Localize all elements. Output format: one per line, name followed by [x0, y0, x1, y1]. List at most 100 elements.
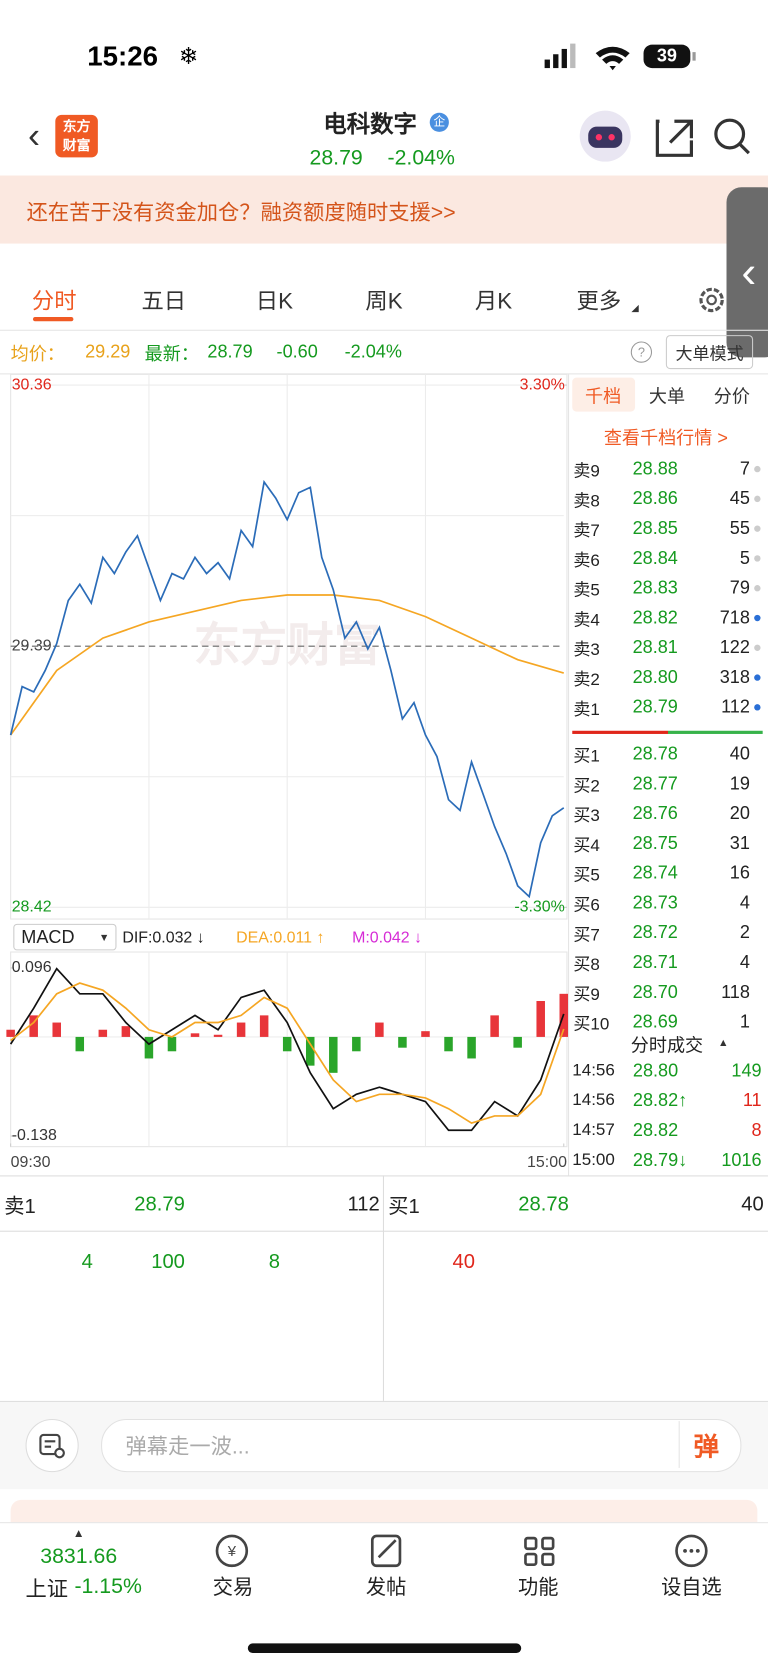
- app-logo[interactable]: 东方 财富: [55, 114, 98, 158]
- ratio-bar-sell: [572, 730, 669, 734]
- back-button[interactable]: ‹: [28, 115, 41, 156]
- ask-price: 28.81: [632, 637, 678, 658]
- danmaku-send[interactable]: 弹: [693, 1433, 720, 1463]
- comment-placeholder[interactable]: 弹幕走一波...: [125, 1435, 250, 1459]
- nav-item[interactable]: 交易: [212, 1576, 254, 1600]
- legend-entry: DEA:0.011 ↑: [236, 929, 324, 946]
- banner[interactable]: [0, 175, 768, 244]
- macd-bar: [190, 1033, 200, 1037]
- comment-input[interactable]: [101, 1418, 742, 1473]
- status-time: 15:26: [87, 39, 158, 72]
- volume-dot: [754, 585, 761, 592]
- ask-volume: 45: [729, 488, 750, 509]
- bid-volume: 19: [729, 773, 750, 794]
- x-tick-label: 09:30: [11, 1154, 51, 1171]
- volume-dot: [754, 525, 761, 532]
- book-tab[interactable]: 分价: [713, 386, 750, 407]
- trade-time: 14:56: [572, 1091, 615, 1110]
- level1-volume: 112: [347, 1193, 380, 1216]
- volume-dot: [754, 555, 761, 562]
- banner-text[interactable]: 还在苦于没有资金加仓？融资额度随时支援>>: [26, 201, 456, 225]
- tab[interactable]: 周K: [365, 289, 403, 314]
- tab[interactable]: 月K: [474, 289, 513, 314]
- divider: [382, 1175, 384, 1401]
- book-tab[interactable]: 大单: [648, 386, 686, 407]
- ask-price: 28.80: [632, 666, 678, 688]
- tab-underline: [32, 316, 74, 322]
- header-change: -2.04%: [387, 146, 455, 170]
- ask-volume: 122: [719, 637, 750, 658]
- queue-order: 100: [151, 1250, 185, 1274]
- bid-volume: 20: [729, 803, 750, 824]
- side-pull-tab[interactable]: [726, 187, 768, 358]
- level1-label: 买1: [388, 1196, 420, 1219]
- bid-volume: 2: [739, 922, 750, 943]
- macd-bar: [259, 1015, 269, 1037]
- trade-price: 28.82↑: [632, 1090, 688, 1111]
- bid-volume: 1: [739, 1011, 750, 1032]
- status-icons: [544, 43, 696, 71]
- ask-label: 卖6: [573, 552, 600, 571]
- bid-price: 28.71: [632, 952, 678, 973]
- tab-selected-bg: [572, 377, 636, 412]
- trades-caret: ▲: [718, 1037, 729, 1050]
- macd-bar: [329, 1036, 338, 1073]
- book-tab[interactable]: 千档: [585, 386, 622, 407]
- ask-label: 卖3: [573, 641, 600, 660]
- price-chart: 东方财富 30.36 29.39 28.42 3.30% -3.30%: [9, 374, 568, 920]
- trades-title[interactable]: 分时成交: [624, 1030, 710, 1057]
- tab[interactable]: 五日: [141, 289, 187, 314]
- x-tick-label: 15:00: [527, 1154, 567, 1171]
- ask-price: 28.86: [632, 488, 678, 509]
- ask-volume: 7: [739, 458, 750, 479]
- bid-label: 买9: [573, 986, 600, 1005]
- danmaku-toggle[interactable]: [25, 1418, 79, 1473]
- legend-entry: M:0.042 ↓: [352, 929, 422, 946]
- queue-order: 4: [81, 1250, 93, 1274]
- avg-price-line: [9, 594, 564, 736]
- bid-label: 买5: [573, 866, 600, 885]
- volume-dot: [754, 674, 761, 681]
- big-order-mode-button[interactable]: 大单模式: [665, 335, 754, 370]
- macd-bar: [352, 1036, 361, 1052]
- last-label: 最新：: [144, 344, 199, 365]
- nav-item[interactable]: 发帖: [365, 1576, 407, 1600]
- ask-volume: 55: [729, 518, 750, 539]
- macd-chart: MACD ▼ DIF:0.032 ↓ DEA:0.011 ↑ M:0.042 ↓ 0.09…: [6, 923, 569, 1171]
- index-change[interactable]: -1.15%: [74, 1574, 142, 1599]
- index-name[interactable]: 上证: [25, 1577, 69, 1602]
- volume-dot: [754, 495, 761, 503]
- macd-bar: [29, 1015, 38, 1037]
- logo-text: 财富: [62, 137, 91, 154]
- ask-price: 28.79: [632, 696, 678, 717]
- bid-price: 28.77: [632, 773, 678, 794]
- tab[interactable]: 更多: [576, 289, 622, 314]
- ask-label: 卖5: [573, 581, 600, 600]
- volume-dot: [754, 614, 761, 622]
- ask-label: 卖1: [573, 700, 600, 720]
- watermark: 东方财富: [194, 619, 381, 671]
- bid-label: 买3: [573, 807, 600, 826]
- macd-bar: [375, 1022, 384, 1037]
- nav-item[interactable]: 设自选: [661, 1576, 722, 1600]
- bid-price: 28.76: [632, 803, 678, 824]
- settings-icon[interactable]: [696, 284, 728, 316]
- nav-item[interactable]: 功能: [518, 1576, 559, 1600]
- macd-bar: [444, 1036, 453, 1052]
- header-actions[interactable]: [574, 108, 768, 165]
- bid-price: 28.74: [632, 862, 678, 883]
- help-icon[interactable]: ?: [630, 341, 653, 363]
- indicator-select: [13, 923, 117, 951]
- tab[interactable]: 日K: [255, 289, 294, 314]
- index-value[interactable]: 3831.66: [40, 1545, 118, 1569]
- tab[interactable]: 分时: [31, 289, 77, 314]
- bid-price: 28.70: [632, 981, 678, 1003]
- trade-volume: 11: [742, 1090, 762, 1111]
- ask-price: 28.83: [632, 577, 678, 598]
- ask-label: 卖7: [573, 522, 600, 541]
- bid-label: 买10: [573, 1015, 610, 1034]
- ask-volume: 718: [719, 607, 750, 628]
- book-link[interactable]: 查看千档行情 >: [603, 428, 728, 449]
- trade-price: 28.82: [632, 1120, 679, 1141]
